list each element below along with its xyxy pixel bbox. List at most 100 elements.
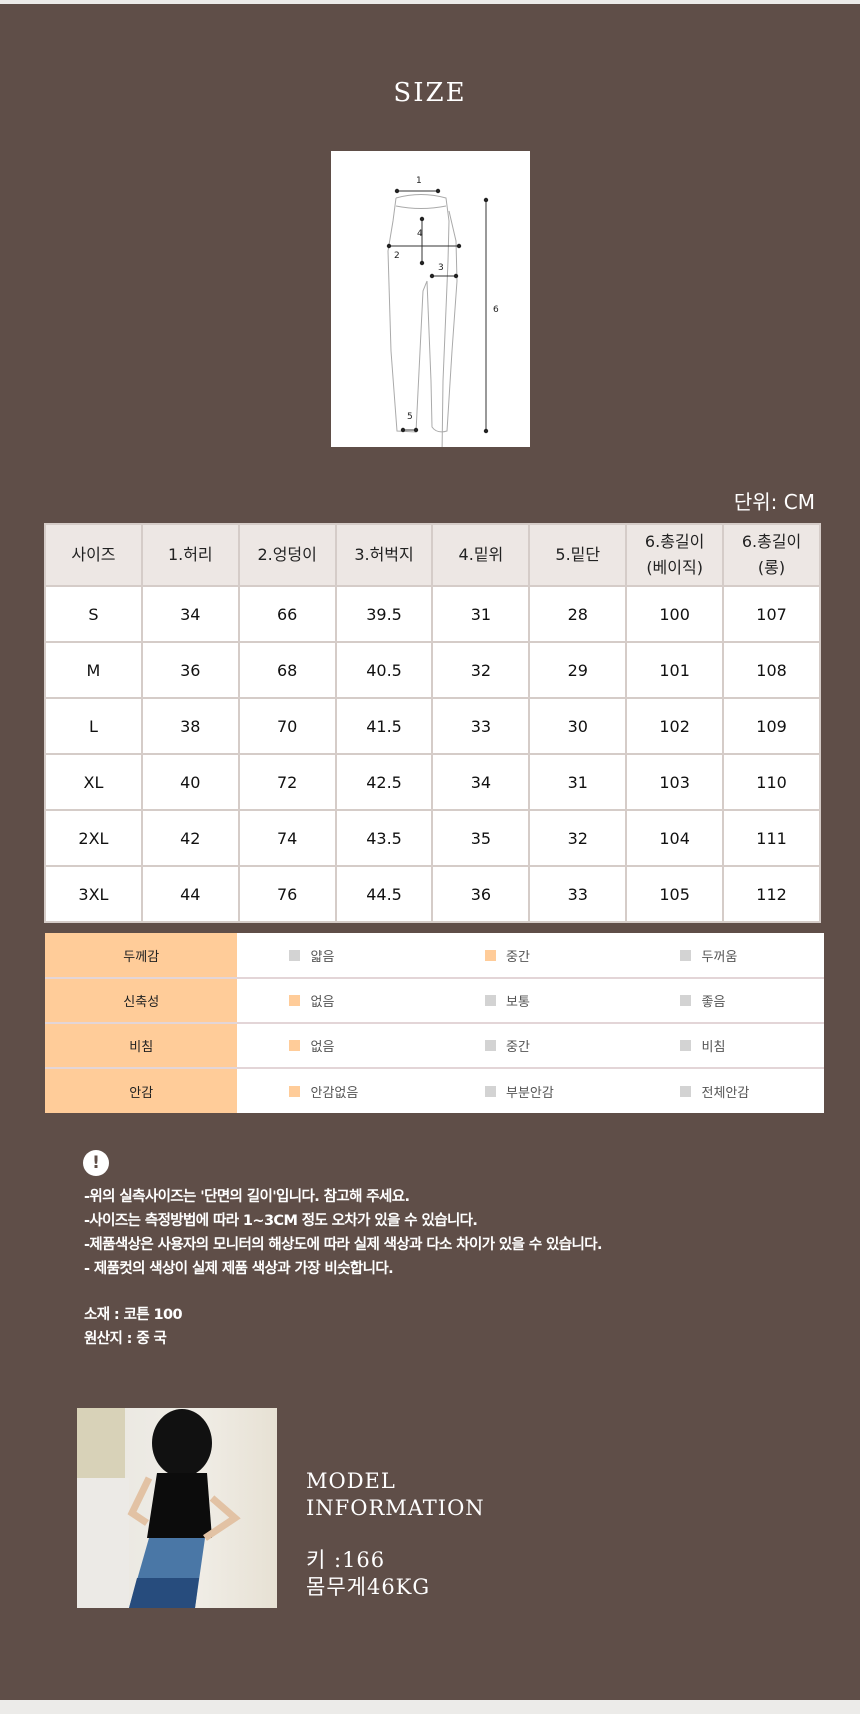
column-header: 1.허리 xyxy=(140,523,240,587)
table-cell: 42 xyxy=(140,809,240,867)
table-cell: 38 xyxy=(140,697,240,755)
table-cell: 66 xyxy=(237,585,337,643)
fabric-row: 비침 없음 중간 비침 xyxy=(45,1023,824,1069)
table-cell: XL xyxy=(44,753,143,811)
column-header: 6.총길이 (롱) xyxy=(722,523,821,587)
column-header: 5.밑단 xyxy=(528,523,628,587)
table-cell: 2XL xyxy=(44,809,143,867)
table-row: M 36 68 40.5 32 29 101 108 xyxy=(44,641,821,699)
fabric-option: 비침 xyxy=(680,1036,725,1055)
fabric-option-cell: 두꺼움 xyxy=(628,933,824,979)
fabric-option: 얇음 xyxy=(289,946,334,965)
fabric-option-cell: 얇음 xyxy=(237,933,433,979)
table-cell: 33 xyxy=(431,697,531,755)
unselected-indicator-icon xyxy=(289,949,301,961)
table-cell: 43.5 xyxy=(334,809,434,867)
table-cell: 100 xyxy=(625,585,725,643)
table-cell: 44 xyxy=(140,865,240,923)
unselected-indicator-icon xyxy=(680,995,692,1006)
fabric-option: 두꺼움 xyxy=(680,946,737,965)
table-cell: 36 xyxy=(431,865,531,923)
fabric-label: 두께감 xyxy=(45,933,238,979)
table-cell: 36 xyxy=(140,641,240,699)
fabric-option-label: 보통 xyxy=(505,995,530,1010)
table-row: 2XL 42 74 43.5 35 32 104 111 xyxy=(44,809,821,867)
table-cell: 41.5 xyxy=(334,697,434,755)
table-cell: 74 xyxy=(237,809,337,867)
table-cell: 72 xyxy=(237,753,337,811)
column-header: 3.허벅지 xyxy=(334,523,434,587)
pants-measurement-diagram: 1 2 3 4 5 6 xyxy=(331,151,530,530)
table-cell: 42.5 xyxy=(334,753,434,811)
table-cell: 31 xyxy=(431,585,531,643)
table-cell: 39.5 xyxy=(334,585,434,643)
unselected-indicator-icon xyxy=(680,1085,692,1097)
table-cell: 105 xyxy=(625,865,725,923)
notice-text: -위의 실측사이즈는 '단면의 길이'입니다. 참고해 주세요. -사이즈는 측… xyxy=(84,1185,603,1351)
column-header: 4.밑위 xyxy=(431,523,531,587)
table-cell: 68 xyxy=(237,641,337,699)
fabric-option: 없음 xyxy=(289,1036,334,1055)
notice-line: -사이즈는 측정방법에 따라 1~3CM 정도 오차가 있을 수 있습니다. xyxy=(84,1213,478,1229)
fabric-row: 안감 안감없음 부분안감 전체안감 xyxy=(45,1068,824,1113)
bottom-border xyxy=(0,1700,860,1714)
fabric-option-cell: 중간 xyxy=(432,1023,629,1069)
table-cell: 104 xyxy=(625,809,725,867)
table-cell: 40.5 xyxy=(334,641,434,699)
model-height: 키 :166 xyxy=(306,1548,386,1572)
table-cell: 76 xyxy=(237,865,337,923)
model-heading: INFORMATION xyxy=(306,1496,485,1520)
table-cell: 109 xyxy=(722,697,821,755)
fabric-option: 전체안감 xyxy=(680,1082,749,1101)
size-table-header: 사이즈 1.허리 2.엉덩이 3.허벅지 4.밑위 5.밑단 6.총길이 (베이직) 6.총길… xyxy=(44,523,821,587)
table-cell: 108 xyxy=(722,641,821,699)
column-header: 사이즈 xyxy=(44,523,143,587)
fabric-option-cell: 전체안감 xyxy=(628,1068,824,1113)
fabric-option-cell: 부분안감 xyxy=(433,1068,629,1113)
fabric-info-table: 두께감 얇음 중간 두꺼움 신축성 없음 보통 좋음 비침 없음 중간 비침 안감 안감없음 부분안감 전체안… xyxy=(45,933,824,1113)
unselected-indicator-icon xyxy=(484,1085,496,1097)
fabric-option: 중간 xyxy=(484,1036,530,1055)
column-header: 2.엉덩이 xyxy=(237,523,337,587)
page-title: SIZE xyxy=(393,78,467,108)
selected-indicator-icon xyxy=(289,1085,301,1097)
diagram-label-4: 4 xyxy=(417,229,423,239)
model-weight: 몸무게46KG xyxy=(306,1575,431,1599)
model-information: MODEL INFORMATION 키 :166 몸무게46KG xyxy=(306,1468,485,1601)
fabric-option-cell: 없음 xyxy=(237,1023,433,1069)
table-cell: 30 xyxy=(528,697,628,755)
fabric-option-label: 좋음 xyxy=(701,995,726,1010)
fabric-label: 안감 xyxy=(45,1068,238,1113)
origin-info: 원산지 : 중 국 xyxy=(84,1331,167,1347)
fabric-option-cell: 없음 xyxy=(237,978,433,1024)
selected-indicator-icon xyxy=(289,1040,301,1051)
table-cell: 112 xyxy=(722,865,821,923)
fabric-option: 안감없음 xyxy=(289,1082,358,1101)
fabric-option: 없음 xyxy=(289,991,334,1010)
table-cell: 102 xyxy=(625,697,725,755)
table-row: XL 40 72 42.5 34 31 103 110 xyxy=(44,753,821,811)
fabric-option: 중간 xyxy=(484,946,530,965)
column-header: 6.총길이 (베이직) xyxy=(625,523,725,587)
fabric-option-label: 중간 xyxy=(505,1040,530,1055)
table-cell: 70 xyxy=(237,697,337,755)
model-heading: MODEL xyxy=(306,1469,396,1493)
table-cell: 32 xyxy=(528,809,628,867)
top-border xyxy=(0,0,860,4)
fabric-row: 두께감 얇음 중간 두꺼움 xyxy=(45,933,824,979)
notice-line: -제품색상은 사용자의 모니터의 해상도에 따라 실제 색상과 다소 차이가 있… xyxy=(84,1237,603,1253)
table-cell: 28 xyxy=(528,585,628,643)
fabric-label: 신축성 xyxy=(45,978,238,1024)
unselected-indicator-icon xyxy=(484,1040,496,1051)
fabric-option-cell: 중간 xyxy=(432,933,629,979)
notice-line: - 제품컷의 색상이 실제 제품 색상과 가장 비슷합니다. xyxy=(84,1261,394,1277)
selected-indicator-icon xyxy=(484,949,496,961)
selected-indicator-icon xyxy=(289,995,301,1006)
fabric-option-label: 안감없음 xyxy=(310,1085,359,1101)
table-cell: 40 xyxy=(140,753,240,811)
table-cell: 35 xyxy=(431,809,531,867)
table-row: S 34 66 39.5 31 28 100 107 xyxy=(44,585,821,643)
fabric-option: 보통 xyxy=(484,991,530,1010)
table-cell: 34 xyxy=(431,753,531,811)
fabric-option: 부분안감 xyxy=(484,1082,554,1101)
